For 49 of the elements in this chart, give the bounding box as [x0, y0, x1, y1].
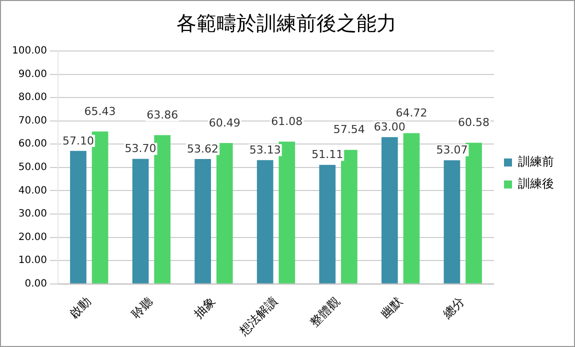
- data-label: 53.07: [436, 144, 468, 157]
- bar: [132, 158, 149, 284]
- legend-label: 訓練後: [518, 176, 554, 191]
- y-tick-label: 40.00: [18, 185, 47, 196]
- data-label: 65.43: [84, 104, 116, 118]
- bar: [256, 160, 274, 284]
- bar: [92, 132, 108, 284]
- bar: [466, 142, 482, 284]
- x-tick-label: 抽象: [191, 294, 218, 322]
- bar: [70, 150, 86, 284]
- data-label: 60.49: [208, 116, 240, 130]
- x-tick-label: 啟動: [66, 294, 94, 322]
- x-tick-label: 聆聽: [128, 294, 156, 322]
- y-tick-label: 80.00: [18, 92, 47, 104]
- chart-title: 各範疇於訓練前後之能力: [176, 11, 396, 36]
- bar: [278, 142, 296, 284]
- bar: [194, 159, 211, 284]
- data-label: 53.62: [187, 142, 219, 156]
- x-tick-label: 想法解讀: [236, 294, 280, 339]
- bar: [319, 164, 336, 284]
- data-label: 60.58: [458, 116, 490, 130]
- bar: [216, 143, 233, 284]
- y-tick-label: 90.00: [18, 68, 47, 80]
- bar: [381, 137, 398, 284]
- legend-label: 訓練前: [518, 154, 554, 169]
- y-tick-label: 0.00: [24, 278, 47, 290]
- y-tick-label: 70.00: [18, 115, 47, 126]
- data-label: 64.72: [396, 106, 428, 120]
- bar: [341, 150, 358, 284]
- data-label: 61.08: [271, 114, 303, 128]
- bar: [154, 135, 170, 284]
- data-label: 53.13: [249, 144, 281, 157]
- x-tick-label: 整體觀: [307, 294, 343, 330]
- data-label: 57.10: [62, 134, 94, 148]
- x-tick-label: 總分: [440, 294, 468, 322]
- bar: [444, 160, 460, 284]
- y-tick-label: 20.00: [18, 232, 47, 243]
- data-label: 51.11: [312, 148, 344, 162]
- y-tick-label: 60.00: [18, 138, 47, 150]
- x-tick-label: 幽默: [378, 294, 405, 322]
- data-label: 53.70: [124, 142, 156, 156]
- bar: [403, 133, 420, 284]
- data-label: 63.86: [146, 108, 178, 122]
- y-tick-label: 10.00: [18, 255, 47, 266]
- y-tick-label: 30.00: [18, 208, 47, 220]
- data-label: 57.54: [333, 123, 365, 136]
- y-tick-label: 50.00: [18, 162, 47, 174]
- data-label: 63.00: [374, 120, 406, 134]
- y-tick-label: 100.00: [12, 46, 47, 57]
